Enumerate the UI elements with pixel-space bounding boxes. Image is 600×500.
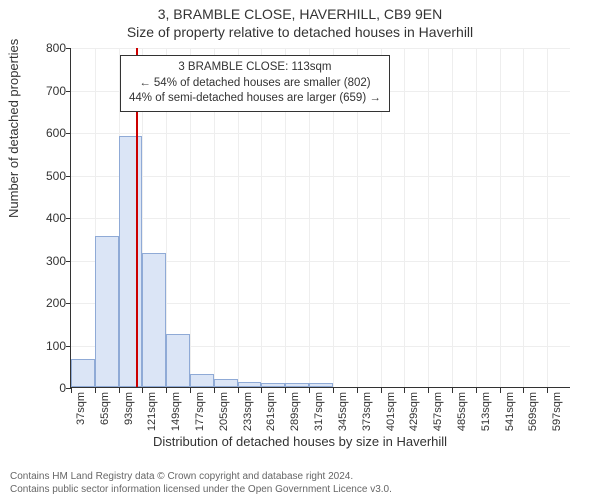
ytick-label: 700 <box>26 84 66 98</box>
ytick-label: 500 <box>26 169 66 183</box>
histogram-bar <box>142 253 166 387</box>
footer-attribution: Contains HM Land Registry data © Crown c… <box>10 470 392 496</box>
histogram-bar <box>238 382 262 387</box>
xtick-mark <box>142 388 143 393</box>
histogram-bar <box>309 383 333 387</box>
xtick-mark <box>309 388 310 393</box>
xtick-mark <box>190 388 191 393</box>
callout-line-1: 3 BRAMBLE CLOSE: 113sqm <box>129 60 381 76</box>
footer-line-1: Contains HM Land Registry data © Crown c… <box>10 470 392 483</box>
xtick-mark <box>452 388 453 393</box>
xtick-label: 569sqm <box>527 392 539 431</box>
histogram-bar <box>71 359 95 387</box>
xtick-mark <box>119 388 120 393</box>
gridline-v <box>500 48 501 387</box>
ytick-mark <box>66 91 71 92</box>
xtick-mark <box>166 388 167 393</box>
xtick-mark <box>214 388 215 393</box>
x-axis-caption: Distribution of detached houses by size … <box>0 434 600 449</box>
gridline-v <box>452 48 453 387</box>
xtick-label: 177sqm <box>194 392 206 431</box>
xtick-mark <box>381 388 382 393</box>
xtick-label: 65sqm <box>99 392 111 425</box>
xtick-mark <box>547 388 548 393</box>
callout-line-3: 44% of semi-detached houses are larger (… <box>129 91 381 107</box>
xtick-mark <box>333 388 334 393</box>
xtick-label: 289sqm <box>289 392 301 431</box>
gridline-h <box>71 176 570 177</box>
gridline-v <box>428 48 429 387</box>
xtick-mark <box>71 388 72 393</box>
histogram-bar <box>166 334 190 387</box>
xtick-label: 513sqm <box>480 392 492 431</box>
chart: 010020030040050060070080037sqm65sqm93sqm… <box>70 48 570 388</box>
gridline-v <box>404 48 405 387</box>
xtick-label: 485sqm <box>456 392 468 431</box>
xtick-label: 429sqm <box>408 392 420 431</box>
ytick-label: 0 <box>26 381 66 395</box>
callout-box: 3 BRAMBLE CLOSE: 113sqm ← 54% of detache… <box>120 55 390 112</box>
xtick-mark <box>428 388 429 393</box>
xtick-mark <box>357 388 358 393</box>
histogram-bar <box>285 383 309 387</box>
ytick-label: 800 <box>26 41 66 55</box>
ytick-mark <box>66 176 71 177</box>
ytick-label: 400 <box>26 211 66 225</box>
xtick-label: 37sqm <box>75 392 87 425</box>
y-axis-label: Number of detached properties <box>6 39 21 218</box>
xtick-mark <box>476 388 477 393</box>
ytick-label: 100 <box>26 339 66 353</box>
xtick-mark <box>261 388 262 393</box>
xtick-label: 373sqm <box>361 392 373 431</box>
gridline-v <box>523 48 524 387</box>
xtick-label: 345sqm <box>337 392 349 431</box>
ytick-mark <box>66 261 71 262</box>
histogram-bar <box>119 136 143 387</box>
gridline-v <box>476 48 477 387</box>
footer-line-2: Contains public sector information licen… <box>10 483 392 496</box>
xtick-mark <box>238 388 239 393</box>
gridline-h <box>71 48 570 49</box>
ytick-mark <box>66 218 71 219</box>
gridline-v <box>547 48 548 387</box>
xtick-mark <box>95 388 96 393</box>
xtick-label: 121sqm <box>146 392 158 431</box>
xtick-label: 261sqm <box>265 392 277 431</box>
xtick-label: 149sqm <box>170 392 182 431</box>
page-title-line1: 3, BRAMBLE CLOSE, HAVERHILL, CB9 9EN <box>0 0 600 22</box>
ytick-label: 300 <box>26 254 66 268</box>
callout-line-2: ← 54% of detached houses are smaller (80… <box>129 76 381 92</box>
xtick-mark <box>500 388 501 393</box>
xtick-mark <box>523 388 524 393</box>
histogram-bar <box>190 374 214 387</box>
histogram-bar <box>95 236 119 387</box>
ytick-label: 200 <box>26 296 66 310</box>
ytick-mark <box>66 303 71 304</box>
ytick-mark <box>66 133 71 134</box>
xtick-label: 541sqm <box>504 392 516 431</box>
xtick-label: 401sqm <box>385 392 397 431</box>
ytick-label: 600 <box>26 126 66 140</box>
xtick-label: 317sqm <box>313 392 325 431</box>
ytick-mark <box>66 48 71 49</box>
gridline-h <box>71 133 570 134</box>
gridline-h <box>71 218 570 219</box>
xtick-label: 233sqm <box>242 392 254 431</box>
xtick-mark <box>404 388 405 393</box>
xtick-mark <box>285 388 286 393</box>
histogram-bar <box>214 379 238 387</box>
histogram-bar <box>261 383 285 387</box>
xtick-label: 205sqm <box>218 392 230 431</box>
xtick-label: 597sqm <box>551 392 563 431</box>
xtick-label: 457sqm <box>432 392 444 431</box>
xtick-label: 93sqm <box>123 392 135 425</box>
ytick-mark <box>66 346 71 347</box>
page-title-line2: Size of property relative to detached ho… <box>0 22 600 40</box>
